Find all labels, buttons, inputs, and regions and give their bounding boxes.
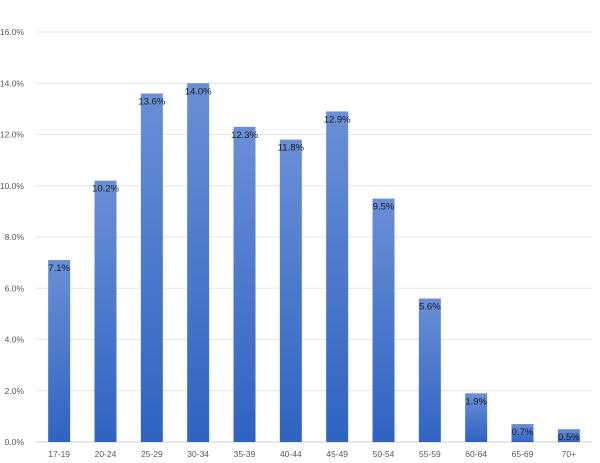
data-label: 12.9% (324, 114, 351, 125)
y-tick-label: 16.0% (0, 27, 24, 37)
bar (511, 424, 534, 442)
data-label: 9.5% (373, 202, 395, 213)
x-tick-label: 30-34 (187, 449, 209, 459)
data-label: 0.7% (512, 427, 534, 438)
x-tick-label: 20-24 (95, 449, 117, 459)
bar (233, 126, 256, 442)
data-label: 0.5% (558, 432, 580, 443)
data-label: 1.9% (465, 396, 487, 407)
x-tick-label: 25-29 (141, 449, 163, 459)
y-tick-label: 0.0% (5, 437, 25, 447)
x-axis-tick-labels: 17-19 20-24 25-29 30-34 35-39 40-44 45-49 50-54… (48, 449, 576, 459)
x-tick-label: 65-69 (512, 449, 534, 459)
data-label: 7.1% (48, 263, 70, 274)
bar (94, 180, 117, 442)
bar (418, 298, 441, 442)
bar (465, 393, 488, 442)
bars (48, 83, 580, 442)
y-tick-label: 8.0% (5, 232, 25, 242)
data-label: 5.6% (419, 302, 441, 313)
gridlines (36, 31, 592, 443)
x-tick-label: 70+ (562, 449, 576, 459)
x-tick-label: 60-64 (465, 449, 487, 459)
bar (48, 260, 71, 442)
y-tick-label: 10.0% (0, 181, 24, 191)
y-axis-tick-labels: 0.0% 2.0% 4.0% 6.0% 8.0% 10.0% 12.0% 14.0% 16.0% (0, 27, 24, 447)
data-label: 10.2% (92, 184, 119, 195)
y-tick-label: 4.0% (5, 335, 25, 345)
x-tick-label: 50-54 (373, 449, 395, 459)
data-label: 11.8% (278, 143, 305, 154)
bar (557, 429, 580, 442)
y-tick-label: 12.0% (0, 130, 24, 140)
y-tick-label: 2.0% (5, 386, 25, 396)
x-tick-label: 17-19 (48, 449, 70, 459)
data-labels: 7.1% 10.2% 13.6% 14.0% 12.3% 11.8% 12.9% 9.5% 5.… (48, 86, 580, 443)
bar (326, 111, 349, 442)
x-tick-label: 45-49 (326, 449, 348, 459)
bar (187, 83, 210, 442)
data-label: 14.0% (185, 86, 212, 97)
bar (372, 198, 395, 442)
x-tick-label: 40-44 (280, 449, 302, 459)
bar (140, 93, 163, 442)
data-label: 12.3% (231, 130, 258, 141)
x-tick-label: 35-39 (234, 449, 256, 459)
data-label: 13.6% (138, 97, 165, 108)
bar (279, 139, 302, 442)
x-tick-label: 55-59 (419, 449, 441, 459)
y-tick-label: 14.0% (0, 78, 24, 88)
y-tick-label: 6.0% (5, 283, 25, 293)
